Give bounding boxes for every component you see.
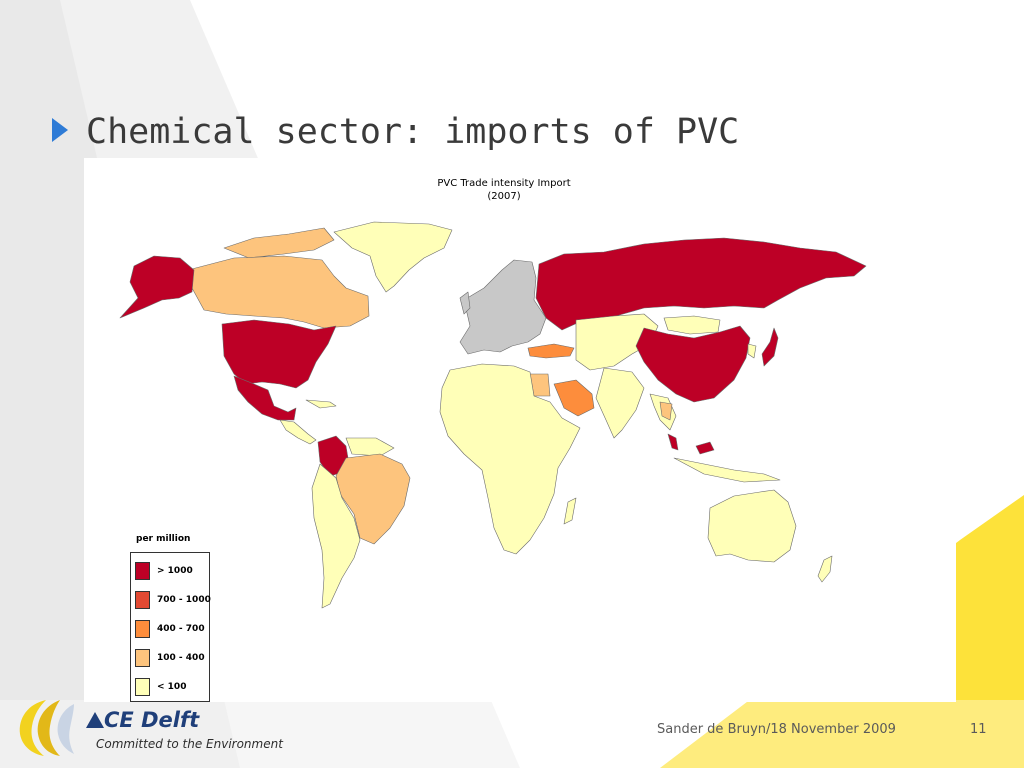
region-malaysia bbox=[667, 433, 715, 455]
legend-title: per million bbox=[136, 534, 191, 544]
world-choropleth-map bbox=[119, 221, 867, 609]
legend-label: 100 - 400 bbox=[157, 653, 205, 663]
legend-swatch bbox=[135, 649, 150, 667]
legend-label: 400 - 700 bbox=[157, 624, 205, 634]
title-bullet-icon bbox=[52, 118, 68, 142]
map-title-line2: (2007) bbox=[487, 191, 521, 202]
region-turkey bbox=[527, 343, 575, 359]
region-japan bbox=[761, 327, 779, 367]
ce-delft-logo-icon bbox=[19, 700, 74, 756]
region-india bbox=[595, 367, 645, 439]
footer-author-date: Sander de Bruyn/18 November 2009 bbox=[657, 722, 896, 737]
region-arctic-islands bbox=[223, 227, 335, 259]
legend-label: < 100 bbox=[157, 682, 187, 692]
legend-item: 700 - 1000 bbox=[135, 591, 211, 609]
region-mexico bbox=[233, 375, 297, 421]
legend-item: 100 - 400 bbox=[135, 649, 205, 667]
logo-brand-name: CE Delft bbox=[104, 708, 200, 732]
logo-tagline: Committed to the Environment bbox=[96, 737, 283, 751]
region-korea bbox=[747, 343, 757, 359]
region-indonesia bbox=[673, 457, 781, 483]
region-venezuela bbox=[345, 437, 395, 457]
region-russia bbox=[535, 237, 867, 331]
legend-item: < 100 bbox=[135, 678, 186, 696]
legend-swatch bbox=[135, 591, 150, 609]
map-panel: PVC Trade intensity Import (2007) per mi… bbox=[84, 158, 956, 702]
region-greenland bbox=[333, 221, 453, 293]
logo-triangle-icon bbox=[86, 712, 104, 728]
slide-page-number: 11 bbox=[970, 722, 987, 737]
region-saudi-arabia bbox=[553, 379, 595, 417]
region-thailand bbox=[659, 401, 673, 421]
region-new-zealand bbox=[817, 555, 833, 583]
map-legend: > 1000 700 - 1000 400 - 700 100 - 400 < … bbox=[130, 552, 211, 702]
region-madagascar bbox=[563, 497, 577, 525]
region-canada bbox=[187, 255, 370, 329]
legend-swatch bbox=[135, 678, 150, 696]
region-australia bbox=[707, 489, 797, 563]
legend-label: 700 - 1000 bbox=[157, 595, 211, 605]
slide-title: Chemical sector: imports of PVC bbox=[86, 112, 740, 152]
region-china bbox=[635, 325, 751, 403]
region-europe bbox=[459, 259, 547, 355]
legend-swatch bbox=[135, 562, 150, 580]
legend-label: > 1000 bbox=[157, 566, 193, 576]
map-title-line1: PVC Trade intensity Import bbox=[437, 178, 571, 189]
legend-item: > 1000 bbox=[135, 562, 193, 580]
region-caribbean bbox=[305, 399, 337, 409]
map-title: PVC Trade intensity Import (2007) bbox=[384, 177, 624, 203]
region-alaska bbox=[119, 255, 195, 319]
region-africa bbox=[439, 363, 581, 555]
region-south-america-other bbox=[311, 463, 361, 609]
region-uk bbox=[459, 291, 471, 315]
region-mongolia bbox=[663, 315, 721, 335]
legend-swatch bbox=[135, 620, 150, 638]
region-central-america bbox=[279, 419, 317, 445]
legend-item: 400 - 700 bbox=[135, 620, 205, 638]
